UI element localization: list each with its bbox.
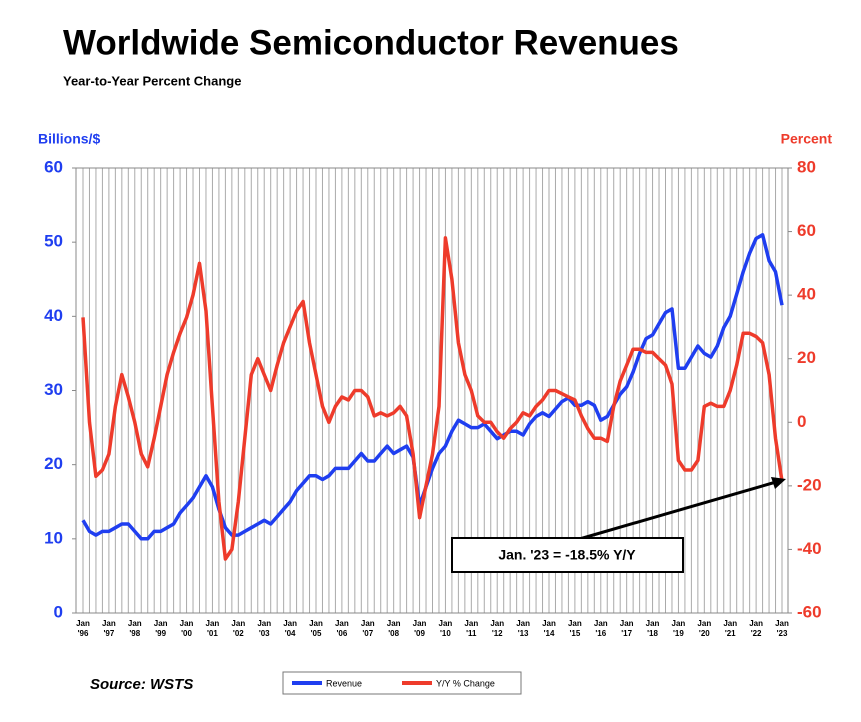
x-tick-label: Jan '16 [594, 619, 608, 638]
x-tick-label: Jan '04 [283, 619, 297, 638]
x-tick-label: Jan '20 [697, 619, 711, 638]
x-tick-label: Jan '22 [749, 619, 763, 638]
series-line [81, 233, 784, 541]
x-tick-label: Jan '12 [490, 619, 504, 638]
x-tick-label: Jan '15 [568, 619, 582, 638]
x-tick-label: Jan '99 [154, 619, 168, 638]
y-tick-label: 30 [44, 380, 63, 399]
x-tick-label: Jan '13 [516, 619, 530, 638]
x-tick-label: Jan '18 [646, 619, 660, 638]
x-tick-label: Jan '10 [439, 619, 453, 638]
series-line [81, 236, 784, 561]
y-tick-label: 10 [44, 528, 63, 547]
y2-tick-label: 80 [797, 157, 816, 176]
y-tick-label: 60 [44, 157, 63, 176]
y2-tick-label: -60 [797, 602, 822, 621]
x-tick-label: Jan '97 [102, 619, 116, 638]
y2-axis-title: Percent [781, 131, 833, 147]
y2-tick-label: 0 [797, 412, 806, 431]
chart-subtitle: Year-to-Year Percent Change [63, 73, 241, 88]
y-tick-label: 0 [54, 602, 63, 621]
x-tick-label: Jan '02 [231, 619, 245, 638]
x-tick-label: Jan '01 [206, 619, 220, 638]
legend-label: Y/Y % Change [436, 678, 495, 688]
grid [82, 168, 783, 613]
annotation: Jan. '23 = -18.5% Y/Y [498, 547, 636, 563]
x-tick-label: Jan '98 [128, 619, 142, 638]
annotation-arrow [575, 480, 777, 542]
x-tick-label: Jan '07 [361, 619, 375, 638]
x-tick-label: Jan '96 [76, 619, 90, 638]
x-tick-label: Jan '03 [257, 619, 271, 638]
source: Source: WSTS [90, 676, 193, 693]
y-tick-label: 20 [44, 454, 63, 473]
x-tick-label: Jan '19 [672, 619, 686, 638]
y-axis-title: Billions/$ [38, 131, 100, 147]
x-tick-label: Jan '23 [775, 619, 789, 638]
x-tick-label: Jan '08 [387, 619, 401, 638]
annotation-arrowhead [771, 477, 786, 489]
legend-label: Revenue [326, 678, 362, 688]
y2-tick-label: 20 [797, 348, 816, 367]
y2-tick-label: 60 [797, 221, 816, 240]
annotation-box [451, 537, 684, 573]
series-group [81, 233, 784, 561]
x-tick-label: Jan '21 [723, 619, 737, 638]
x-tick-label: Jan '14 [542, 619, 556, 638]
x-tick-label: Jan '06 [335, 619, 349, 638]
y2-tick-label: -20 [797, 475, 822, 494]
x-tick-label: Jan '00 [180, 619, 194, 638]
y-tick-label: 40 [44, 306, 63, 325]
x-tick-label: Jan '05 [309, 619, 323, 638]
y-tick-label: 50 [44, 232, 63, 251]
x-tick-label: Jan '17 [620, 619, 634, 638]
x-tick-label: Jan '11 [464, 619, 478, 638]
chart-title: Worldwide Semiconductor Revenues [63, 23, 679, 62]
y2-tick-label: -40 [797, 539, 822, 558]
y2-tick-label: 40 [797, 285, 816, 304]
x-tick-label: Jan '09 [413, 619, 427, 638]
